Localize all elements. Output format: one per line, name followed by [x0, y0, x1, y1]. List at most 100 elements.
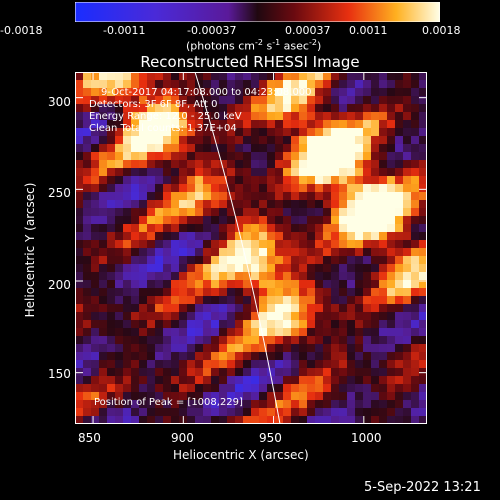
heatmap-cell	[219, 240, 227, 248]
heatmap-cell	[147, 88, 155, 96]
heatmap-cell	[99, 176, 107, 184]
heatmap-cell	[147, 328, 155, 336]
heatmap-cell	[123, 128, 131, 136]
heatmap-cell	[355, 264, 363, 272]
heatmap-cell	[219, 416, 227, 424]
heatmap-cell	[363, 408, 371, 416]
heatmap-cell	[403, 240, 411, 248]
heatmap-cell	[163, 224, 171, 232]
heatmap-cell	[331, 256, 339, 264]
heatmap-cell	[227, 88, 235, 96]
heatmap-cell	[339, 360, 347, 368]
heatmap-cell	[147, 144, 155, 152]
heatmap-cell	[387, 136, 395, 144]
heatmap-cell	[147, 120, 155, 128]
heatmap-cell	[163, 104, 171, 112]
heatmap-cell	[115, 72, 123, 80]
heatmap-cell	[315, 400, 323, 408]
heatmap-cell	[219, 352, 227, 360]
heatmap-cell	[235, 112, 243, 120]
heatmap-cell	[299, 264, 307, 272]
heatmap-cell	[363, 136, 371, 144]
heatmap-cell	[291, 224, 299, 232]
heatmap-cell	[99, 224, 107, 232]
heatmap-cell	[387, 328, 395, 336]
heatmap-cell	[155, 112, 163, 120]
heatmap-cell	[243, 400, 251, 408]
heatmap-cell	[331, 152, 339, 160]
heatmap-cell	[363, 248, 371, 256]
heatmap-cell	[115, 128, 123, 136]
heatmap-cell	[243, 216, 251, 224]
heatmap-cell	[259, 96, 267, 104]
heatmap-cell	[259, 128, 267, 136]
heatmap-cell	[171, 392, 179, 400]
heatmap-cell	[243, 112, 251, 120]
heatmap-cell	[347, 176, 355, 184]
heatmap-cell	[131, 400, 139, 408]
heatmap-cell	[163, 264, 171, 272]
heatmap-cell	[171, 232, 179, 240]
heatmap-cell	[283, 304, 291, 312]
heatmap-cell	[123, 288, 131, 296]
heatmap-cell	[203, 208, 211, 216]
heatmap-cell	[219, 344, 227, 352]
heatmap-cell	[203, 120, 211, 128]
heatmap-cell	[83, 216, 91, 224]
heatmap-cell	[203, 416, 211, 424]
heatmap-cell	[259, 184, 267, 192]
heatmap-cell	[403, 384, 411, 392]
heatmap-cell	[235, 144, 243, 152]
heatmap-cell	[403, 184, 411, 192]
heatmap-cell	[195, 352, 203, 360]
heatmap-cell	[235, 104, 243, 112]
heatmap-cell	[235, 136, 243, 144]
heatmap-cell	[347, 320, 355, 328]
heatmap-cell	[155, 120, 163, 128]
heatmap-cell	[283, 280, 291, 288]
heatmap-cell	[355, 272, 363, 280]
heatmap-cell	[131, 368, 139, 376]
heatmap-cell	[115, 416, 123, 424]
heatmap-cell	[235, 272, 243, 280]
heatmap-cell	[315, 96, 323, 104]
colorbar-tick: 0.00037	[285, 24, 331, 37]
heatmap-cell	[195, 296, 203, 304]
heatmap-cell	[259, 408, 267, 416]
heatmap-cell	[299, 408, 307, 416]
heatmap-cell	[115, 192, 123, 200]
heatmap-cell	[91, 264, 99, 272]
heatmap-cell	[379, 416, 387, 424]
heatmap-cell	[195, 104, 203, 112]
heatmap-cell	[291, 408, 299, 416]
heatmap-cell	[299, 152, 307, 160]
heatmap-cell	[371, 344, 379, 352]
heatmap-cell	[171, 192, 179, 200]
heatmap-cell	[315, 280, 323, 288]
heatmap-cell	[187, 392, 195, 400]
heatmap-cell	[331, 336, 339, 344]
heatmap-cell	[83, 232, 91, 240]
heatmap-cell	[195, 288, 203, 296]
heatmap-cell	[339, 248, 347, 256]
heatmap-cell	[131, 352, 139, 360]
heatmap-cell	[171, 152, 179, 160]
heatmap-cell	[323, 112, 331, 120]
heatmap-cell	[339, 384, 347, 392]
heatmap-cell	[355, 312, 363, 320]
heatmap-cell	[315, 168, 323, 176]
heatmap-cell	[155, 312, 163, 320]
heatmap-cell	[379, 80, 387, 88]
heatmap-cell	[243, 136, 251, 144]
heatmap-cell	[339, 376, 347, 384]
heatmap-cell	[419, 128, 427, 136]
heatmap-cell	[299, 288, 307, 296]
heatmap-cell	[211, 184, 219, 192]
heatmap-cell	[235, 344, 243, 352]
heatmap-cell	[403, 80, 411, 88]
heatmap-cell	[91, 336, 99, 344]
heatmap-cell	[155, 368, 163, 376]
heatmap-cell	[259, 72, 267, 80]
heatmap-cell	[147, 392, 155, 400]
heatmap-cell	[403, 112, 411, 120]
